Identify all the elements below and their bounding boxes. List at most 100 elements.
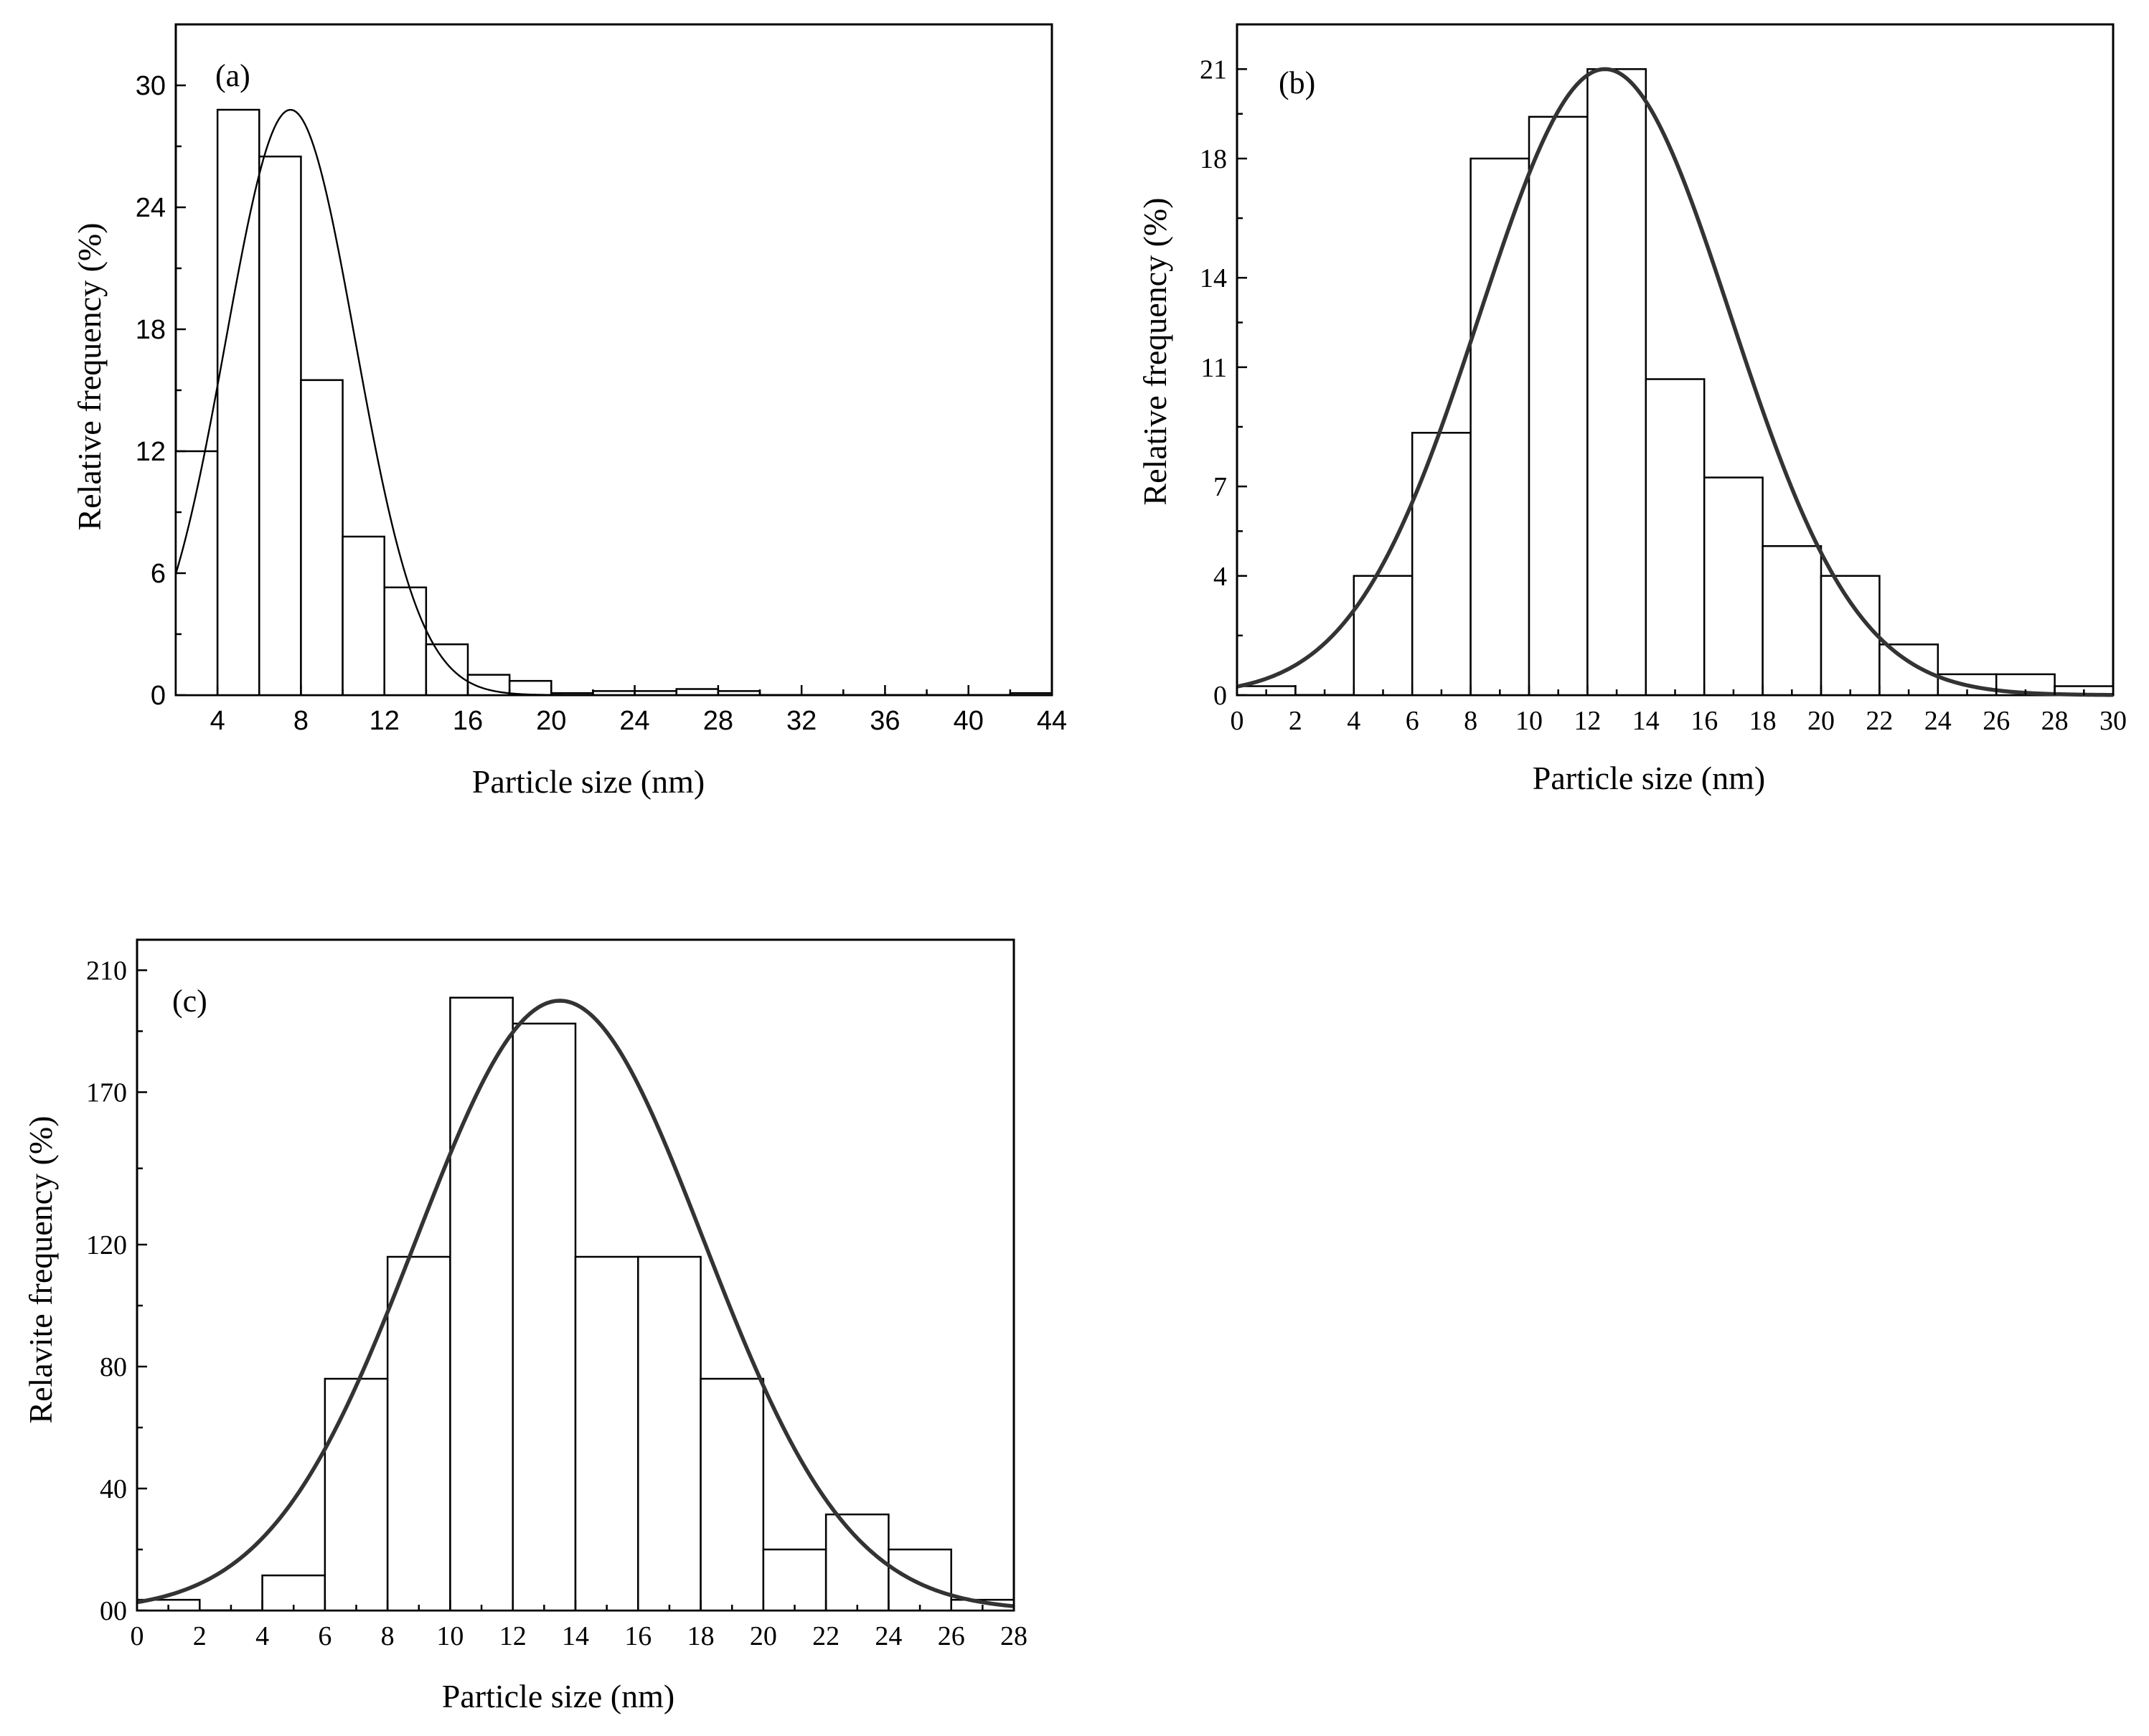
x-tick-label-a-4: 4	[210, 706, 225, 736]
bar-b-22	[1878, 643, 1939, 697]
x-tick-label-c-20: 20	[750, 1621, 777, 1651]
x-tick-label-a-28: 28	[703, 706, 733, 736]
y-tick-label-c-80: 80	[100, 1352, 127, 1382]
y-tick-label-c-210: 210	[86, 956, 127, 986]
x-tick-label-b-2: 2	[1289, 706, 1302, 736]
bar-b-18	[1762, 544, 1823, 697]
x-tick-label-b-6: 6	[1406, 706, 1419, 736]
y-tick-label-c-170: 170	[86, 1078, 127, 1108]
x-tick-label-b-8: 8	[1464, 706, 1477, 736]
y-tick-label-a-0: 0	[151, 681, 166, 711]
x-tick-label-b-4: 4	[1347, 706, 1360, 736]
y-tick-label-a-30: 30	[136, 71, 166, 101]
y-ticks-a: 0 6 12 18 24 30	[136, 71, 186, 711]
x-tick-label-a-40: 40	[954, 706, 984, 736]
y-tick-label-b-14: 14	[1200, 263, 1227, 293]
y-tick-label-c-120: 120	[86, 1230, 127, 1260]
y-tick-label-a-12: 12	[136, 437, 166, 467]
y-axis-label-a: Relative frequency (%)	[71, 222, 108, 530]
y-tick-label-a-24: 24	[136, 193, 166, 223]
x-tick-label-a-44: 44	[1037, 706, 1067, 736]
bar-a-14	[425, 643, 469, 697]
bar-b-14	[1645, 378, 1706, 697]
x-tick-label-a-8: 8	[293, 706, 309, 736]
bar-a-26	[675, 688, 720, 697]
x-tick-label-c-0: 0	[131, 1621, 144, 1651]
bar-b-8	[1469, 157, 1530, 697]
bar-b-12	[1586, 68, 1647, 697]
x-tick-label-b-18: 18	[1749, 706, 1777, 736]
bar-c-8	[386, 1255, 451, 1612]
x-tick-label-b-0: 0	[1231, 706, 1244, 736]
bar-a-12	[383, 586, 428, 697]
x-tick-label-b-20: 20	[1807, 706, 1835, 736]
x-tick-label-c-18: 18	[687, 1621, 715, 1651]
bar-c-18	[700, 1377, 765, 1612]
bar-c-22	[824, 1513, 890, 1612]
x-tick-label-c-6: 6	[318, 1621, 331, 1651]
panel-label-a: (a)	[215, 58, 250, 93]
bar-a-10	[342, 535, 385, 697]
chart-panel-a: 4 8 12 16 20 24 28 32 36 40 44 0 6 12 18 24 30 (a) Part…	[71, 23, 1067, 800]
bar-c-12	[512, 1022, 577, 1612]
y-tick-label-b-7: 7	[1213, 472, 1227, 502]
y-axis-label-b: Relative frequency (%)	[1137, 197, 1173, 505]
bar-b-6	[1411, 432, 1472, 697]
y-tick-label-a-18: 18	[136, 315, 166, 345]
y-tick-label-b-11: 11	[1200, 353, 1227, 383]
panel-label-b: (b)	[1279, 65, 1315, 100]
gaussian-fit-curve-b	[1236, 67, 2114, 697]
x-axis-label-a: Particle size (nm)	[472, 763, 705, 800]
bar-c-20	[762, 1548, 827, 1612]
x-tick-label-c-4: 4	[255, 1621, 269, 1651]
x-axis-label-c: Particle size (nm)	[442, 1678, 674, 1714]
x-tick-label-c-22: 22	[812, 1621, 840, 1651]
chart-panel-b: 0 2 4 6 8 10 12 14 16 18 20 22 24 26 28 30 04711141821 …	[1137, 23, 2127, 796]
y-tick-label-b-21: 21	[1200, 55, 1227, 85]
x-tick-label-c-12: 12	[499, 1621, 527, 1651]
bars-c	[136, 996, 1015, 1612]
bars-b	[1236, 68, 2115, 697]
x-tick-label-a-20: 20	[536, 706, 566, 736]
bar-c-16	[637, 1255, 702, 1612]
y-tick-label-b-0: 0	[1213, 681, 1227, 711]
chart-panel-c: 0 2 4 6 8 10 12 14 16 18 20 22 24 26 28 00408012017021…	[22, 938, 1028, 1714]
bar-a-6	[258, 155, 302, 697]
bar-c-10	[449, 996, 514, 1612]
x-tick-label-c-16: 16	[624, 1621, 652, 1651]
x-tick-label-c-14: 14	[562, 1621, 589, 1651]
y-axis-label-c: Relavite frequency (%)	[22, 1115, 59, 1423]
x-tick-label-b-16: 16	[1690, 706, 1718, 736]
x-tick-label-c-28: 28	[1000, 1621, 1028, 1651]
bars-a	[174, 108, 1053, 697]
y-ticks-b: 0 4 7 11 14 18 21	[1200, 55, 1247, 711]
y-tick-label-c-40: 40	[100, 1474, 127, 1504]
x-tick-label-c-10: 10	[436, 1621, 464, 1651]
bar-b-4	[1353, 575, 1414, 697]
y-tick-label-a-6: 6	[151, 559, 166, 589]
y-tick-label-c-0: 00	[100, 1596, 127, 1626]
x-tick-label-a-36: 36	[870, 706, 900, 736]
x-tick-label-b-22: 22	[1866, 706, 1893, 736]
x-tick-label-b-12: 12	[1574, 706, 1601, 736]
bar-b-20	[1820, 575, 1881, 697]
bar-c-6	[324, 1377, 389, 1612]
x-tick-label-a-24: 24	[619, 706, 649, 736]
bar-a-8	[300, 379, 344, 697]
x-tick-label-a-16: 16	[453, 706, 483, 736]
x-tick-label-b-30: 30	[2099, 706, 2127, 736]
x-ticks-b: 0 2 4 6 8 10 12 14 16 18 20 22 24 26 28 30	[1231, 685, 2127, 736]
x-tick-label-c-2: 2	[193, 1621, 207, 1651]
y-ticks-c: 00 40 80 120 170 210	[86, 956, 147, 1626]
x-tick-label-a-12: 12	[370, 706, 400, 736]
x-ticks-c: 0 2 4 6 8 10 12 14 16 18 20 22 24 26 28	[131, 1600, 1028, 1651]
bar-c-14	[574, 1255, 639, 1612]
y-tick-label-b-4: 4	[1213, 562, 1227, 592]
panel-label-c: (c)	[172, 983, 207, 1019]
x-tick-label-b-10: 10	[1515, 706, 1543, 736]
x-tick-label-c-24: 24	[875, 1621, 902, 1651]
x-axis-label-b: Particle size (nm)	[1533, 760, 1765, 796]
x-tick-label-c-26: 26	[938, 1621, 965, 1651]
x-tick-label-b-14: 14	[1632, 706, 1660, 736]
